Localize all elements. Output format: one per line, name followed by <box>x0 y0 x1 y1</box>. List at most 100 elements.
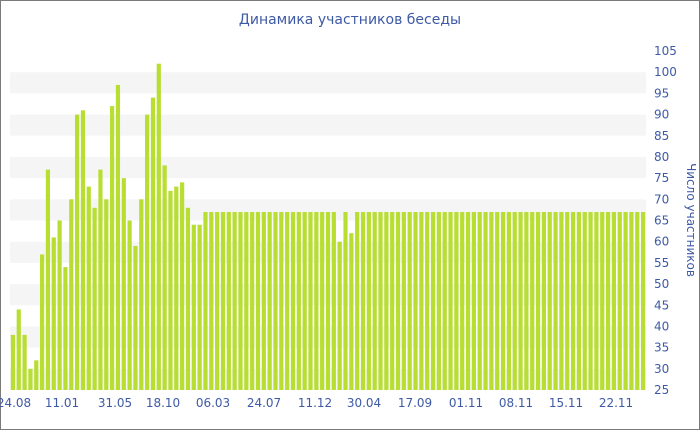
bar <box>174 186 179 390</box>
bar <box>185 207 191 390</box>
bar <box>45 169 51 390</box>
bar <box>191 224 196 390</box>
grid-band <box>10 72 646 94</box>
bar <box>360 212 366 390</box>
bar <box>226 212 231 390</box>
bar <box>471 212 476 390</box>
bar <box>320 212 325 390</box>
bar <box>395 212 401 390</box>
bar <box>69 199 74 390</box>
bar <box>139 199 144 390</box>
bar <box>413 212 418 390</box>
y-tick-label: 45 <box>654 298 669 312</box>
bar <box>168 190 173 390</box>
x-tick-label: 22.11 <box>599 396 633 410</box>
bar <box>600 212 605 390</box>
bar <box>594 212 599 390</box>
y-tick-label: 55 <box>654 256 669 270</box>
bar <box>215 212 220 390</box>
bar <box>28 368 33 390</box>
y-tick-label: 100 <box>654 65 677 79</box>
bar <box>524 212 529 390</box>
y-tick-label: 70 <box>654 192 669 206</box>
y-tick-label: 95 <box>654 86 669 100</box>
bar <box>86 186 91 390</box>
bars <box>10 63 646 391</box>
bar <box>407 212 412 390</box>
bar <box>98 169 103 390</box>
bar <box>349 233 354 390</box>
bar <box>500 212 506 390</box>
bar <box>331 212 336 390</box>
x-tick-label: 18.10 <box>146 396 180 410</box>
bar <box>436 212 441 390</box>
x-tick-label: 24.08 <box>0 396 31 410</box>
bar <box>80 110 86 390</box>
y-axis-ticks: 25 30 35 40 45 50 55 60 65 70 75 80 85 90 95 100 105 <box>654 44 677 397</box>
bar <box>314 212 319 390</box>
y-tick-label: 85 <box>654 129 669 143</box>
y-tick-label: 35 <box>654 341 669 355</box>
y-tick-label: 50 <box>654 277 669 291</box>
bar <box>512 212 517 390</box>
bar <box>10 334 16 390</box>
bar <box>401 212 406 390</box>
bar <box>448 212 453 390</box>
bar <box>629 212 634 390</box>
bar <box>162 165 167 390</box>
bar <box>588 212 593 390</box>
chart-title: Динамика участников беседы <box>238 12 462 28</box>
bar <box>63 267 68 390</box>
bar <box>197 224 202 390</box>
bar <box>355 212 360 390</box>
y-tick-label: 75 <box>654 171 669 185</box>
bar <box>477 212 482 390</box>
bar <box>559 212 564 390</box>
bar <box>390 212 395 390</box>
bar <box>605 212 611 390</box>
bar <box>465 212 471 390</box>
x-axis-ticks: 24.08 11.01 31.05 18.10 06.03 24.07 11.12 30.04… <box>0 396 633 410</box>
bar <box>255 212 261 390</box>
bar <box>325 212 331 390</box>
bar <box>127 220 132 390</box>
x-tick-label: 11.01 <box>45 396 79 410</box>
bar <box>623 212 628 390</box>
bar <box>156 63 161 391</box>
bar <box>92 207 97 390</box>
y-tick-label: 65 <box>654 214 669 228</box>
bar <box>518 212 523 390</box>
x-tick-label: 24.07 <box>247 396 281 410</box>
bar <box>582 212 587 390</box>
bar <box>133 245 138 390</box>
bar <box>617 212 622 390</box>
bar <box>203 212 208 390</box>
bar <box>378 212 383 390</box>
bar <box>16 309 21 390</box>
bar <box>489 212 494 390</box>
bar <box>419 212 424 390</box>
bar <box>232 212 237 390</box>
bar <box>547 212 552 390</box>
bar <box>121 178 126 391</box>
y-tick-label: 105 <box>654 44 677 58</box>
bar <box>238 212 243 390</box>
bar <box>296 212 301 390</box>
x-tick-label: 30.04 <box>347 396 381 410</box>
x-tick-label: 11.12 <box>298 396 332 410</box>
bar <box>209 212 214 390</box>
y-tick-label: 60 <box>654 235 669 249</box>
bar <box>337 241 342 390</box>
grid-band <box>10 114 646 136</box>
bar <box>51 237 56 390</box>
bar <box>22 334 27 390</box>
bar <box>372 212 377 390</box>
bar <box>261 212 266 390</box>
bar <box>343 212 348 390</box>
bar <box>460 212 465 390</box>
bar <box>640 212 646 390</box>
y-tick-label: 30 <box>654 362 669 376</box>
bar <box>425 212 430 390</box>
bar <box>454 212 459 390</box>
